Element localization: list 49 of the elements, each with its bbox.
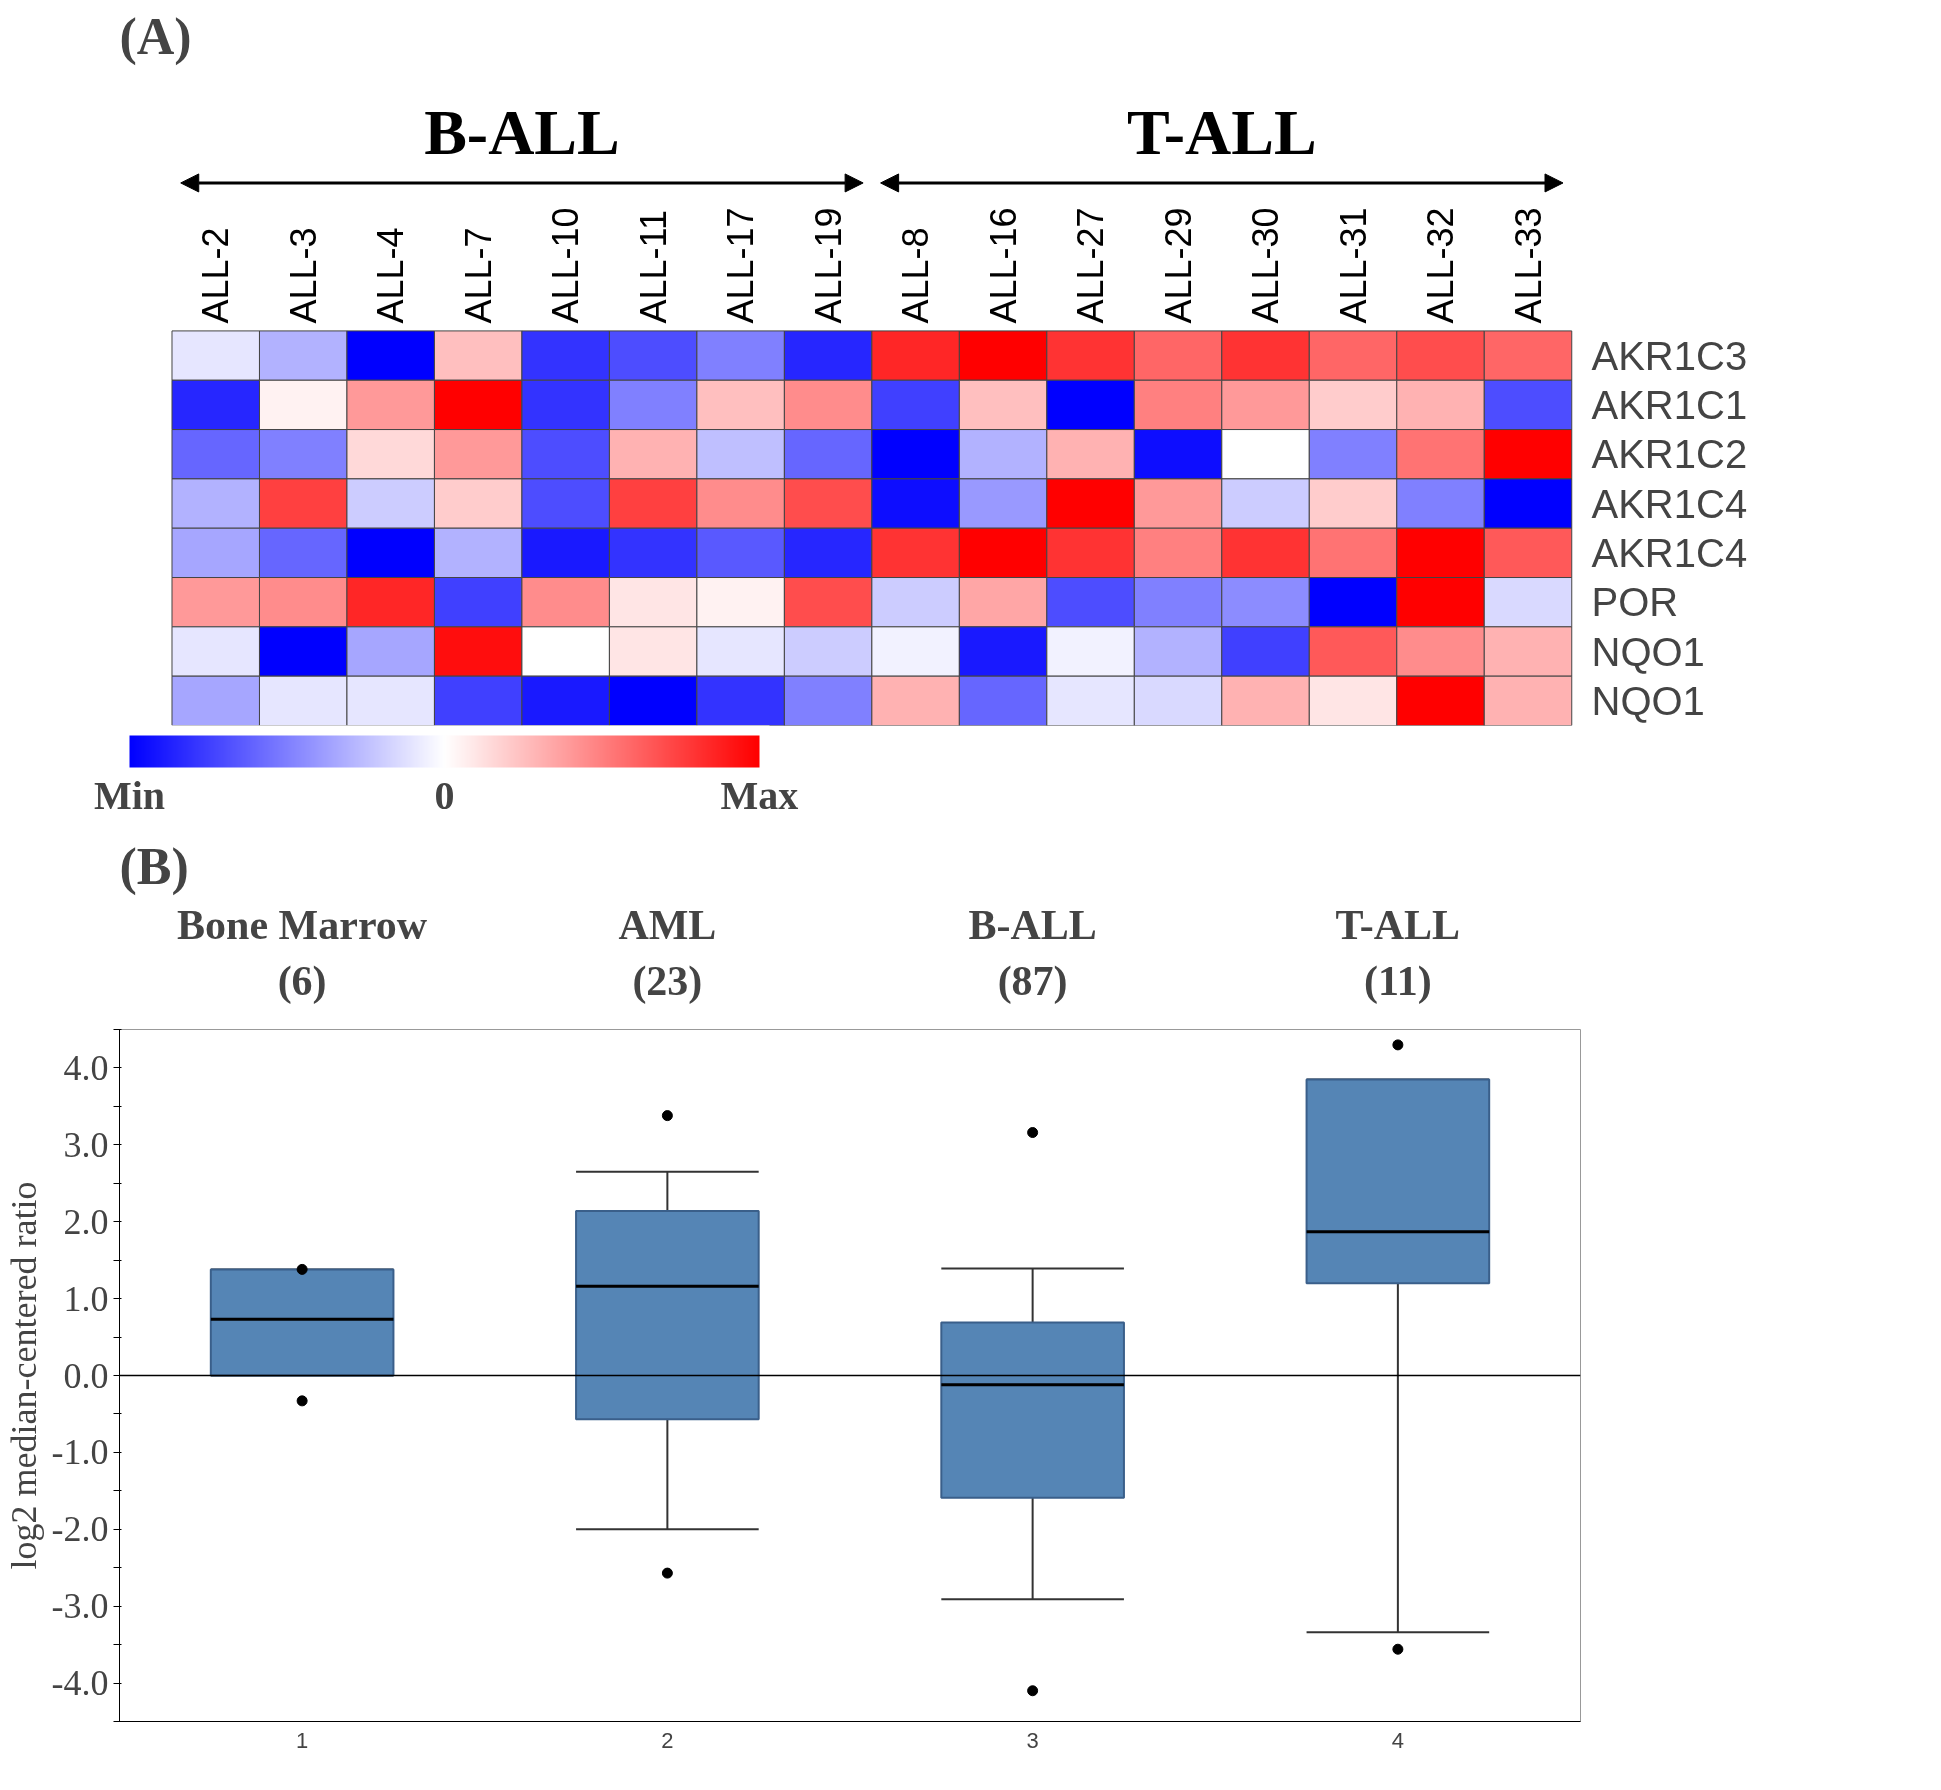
x-tick-label: ALL-27: [1070, 207, 1112, 324]
x-tick-label: ALL-10: [545, 207, 587, 324]
y-tick-label: NQO1: [1591, 678, 1705, 723]
y-tick-label: 2.0: [63, 1201, 109, 1242]
x-tick-label: ALL-8: [895, 227, 937, 324]
x-tick-label: 1: [296, 1727, 309, 1753]
y-tick-label: AKR1C2: [1591, 432, 1748, 477]
x-tick-label: ALL-30: [1245, 207, 1287, 324]
x-tick-label: 3: [1026, 1727, 1039, 1753]
color-bar-label: Min: [93, 772, 166, 818]
x-tick-label: ALL-31: [1332, 207, 1374, 324]
x-tick-label: ALL-16: [982, 207, 1024, 324]
text: T-ALL: [1126, 97, 1317, 169]
x-tick-label: ALL-29: [1157, 207, 1199, 324]
y-tick-label: 4.0: [63, 1047, 109, 1088]
y-tick-label: AKR1C1: [1591, 382, 1748, 427]
x-tick-label: ALL-32: [1420, 207, 1462, 324]
y-tick-label: AKR1C4: [1591, 481, 1748, 526]
y-tick-label: AKR1C3: [1591, 333, 1748, 378]
x-tick-label: ALL-17: [720, 207, 762, 324]
y-tick-label: 3.0: [63, 1124, 109, 1165]
color-bar-label: Max: [720, 772, 799, 818]
x-tick-label: ALL-2: [195, 227, 237, 324]
y-tick-label: POR: [1591, 580, 1679, 625]
chart-title: (B): [119, 837, 189, 896]
x-tick-label: ALL-4: [370, 227, 412, 324]
x-tick-label: ALL-11: [632, 210, 674, 324]
text: AML (23): [618, 902, 717, 1005]
x-tick-label: 4: [1391, 1727, 1405, 1753]
y-tick-label: 0.0: [63, 1355, 109, 1396]
x-tick-label: ALL-3: [282, 227, 324, 324]
chart-title: (A): [119, 7, 192, 66]
x-tick-label: ALL-33: [1507, 207, 1549, 324]
y-tick-label: -1.0: [51, 1432, 109, 1473]
text: B-ALL: [424, 97, 620, 169]
y-tick-label: 1.0: [63, 1278, 109, 1319]
color-bar-label: 0: [434, 772, 455, 818]
x-tick-label: ALL-7: [457, 227, 499, 324]
x-tick-label: ALL-19: [807, 207, 849, 324]
y-tick-label: -2.0: [51, 1509, 109, 1550]
y-tick-label: -4.0: [51, 1663, 109, 1704]
y-axis-title: log2 median-centered ratio: [3, 1181, 44, 1570]
y-tick-label: NQO1: [1591, 629, 1705, 674]
text: Bone Marrow (6): [177, 902, 428, 1005]
text: B-ALL (87): [968, 902, 1097, 1005]
text: T-ALL (11): [1335, 902, 1461, 1005]
x-tick-label: 2: [661, 1727, 674, 1753]
y-tick-label: -3.0: [51, 1586, 109, 1627]
y-tick-label: AKR1C4: [1591, 530, 1748, 575]
